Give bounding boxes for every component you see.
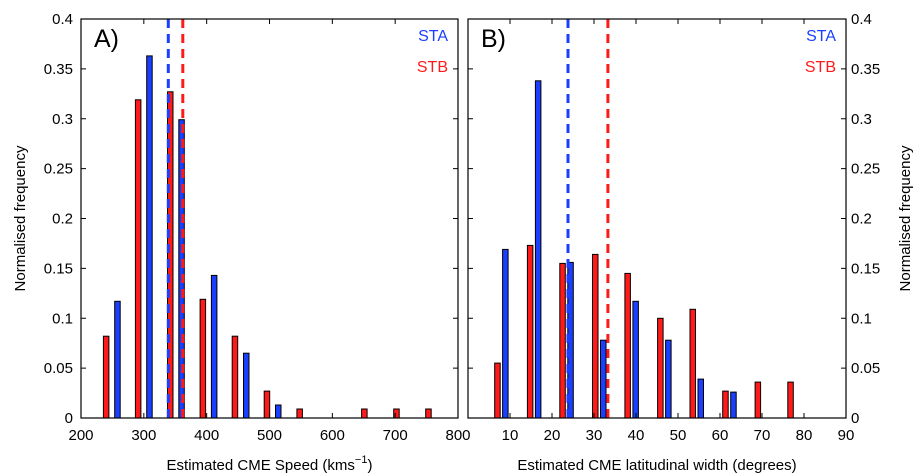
panel-b-width-histogram: 10 20 30 40 50 60 70 80 900 0.05 0.1 0.15 0.2 0.25 0.3…: [467, 11, 914, 474]
legend-label-stb: STB: [417, 59, 448, 76]
bar-stb: [231, 335, 239, 419]
x-axis-label-speed-tail: ): [367, 457, 372, 474]
y-tick-label: 0: [851, 410, 859, 427]
x-tick-label: 20: [544, 427, 561, 444]
bar-stb: [393, 408, 400, 419]
panel-label-b: B): [481, 25, 506, 53]
y-tick-label: 0.05: [851, 360, 880, 377]
y-tick-label: 0.25: [851, 161, 880, 178]
x-tick-label: 800: [445, 427, 470, 444]
x-tick-label: 10: [502, 427, 519, 444]
bar-stb: [592, 253, 599, 419]
y-tick-label: 0.4: [52, 11, 73, 28]
plot-frame: [467, 18, 847, 419]
x-tick-label: 80: [796, 427, 813, 444]
bar-sta: [730, 391, 737, 419]
bar-sta: [697, 378, 704, 419]
bar-stb: [199, 298, 207, 419]
bar-sta: [146, 55, 153, 419]
x-axis-label-speed-main: Estimated CME Speed (kms: [167, 457, 355, 474]
y-tick-label: 0.35: [44, 61, 73, 78]
legend-label-sta: STA: [806, 28, 836, 45]
panel-a-speed-histogram: 200 300 400 500 600 700 800 0 0.05 0.1 0.15 0.2 0.25…: [12, 11, 471, 474]
x-tick-label: 600: [320, 427, 345, 444]
bar-stb: [722, 390, 729, 419]
x-tick-label: 50: [670, 427, 687, 444]
y-axis-label-left: Normalised frequency: [12, 145, 29, 291]
y-tick-label: 0.15: [851, 260, 880, 277]
x-tick-label: 90: [838, 427, 855, 444]
bar-sta: [600, 339, 607, 419]
y-tick-label: 0.25: [44, 161, 73, 178]
x-tick-label: 40: [628, 427, 645, 444]
bar-sta: [665, 339, 672, 419]
bar-sta: [178, 119, 185, 419]
y-tick-label: 0.05: [44, 360, 73, 377]
y-tick-label: 0.15: [44, 260, 73, 277]
mean-lines-panel-a: [166, 19, 185, 418]
bar-sta: [275, 404, 282, 419]
legend-label-sta: STA: [418, 28, 448, 45]
bar-stb: [559, 262, 566, 419]
bar-sta: [210, 274, 218, 419]
y-tick-label: 0.4: [851, 11, 872, 28]
y-tick-label: 0.35: [851, 61, 880, 78]
bar-sta: [502, 248, 509, 419]
y-tick-label: 0.2: [851, 211, 872, 228]
bar-stb: [102, 335, 110, 419]
bar-sta: [114, 300, 121, 419]
axes-panel-a: 200 300 400 500 600 700 800 0 0.05 0.1 0.15 0.2 0.25…: [44, 11, 471, 444]
x-tick-label: 300: [131, 427, 156, 444]
bar-stb: [689, 308, 696, 419]
bars-panel-b: [494, 80, 794, 419]
x-tick-label: 30: [586, 427, 603, 444]
y-tick-label: 0.3: [851, 111, 872, 128]
x-tick-label: 500: [257, 427, 282, 444]
x-tick-label: 700: [383, 427, 408, 444]
y-tick-label: 0.3: [52, 111, 73, 128]
bar-sta: [632, 300, 639, 419]
x-axis-label-speed-superscript: −1: [355, 454, 368, 466]
x-tick-label: 60: [712, 427, 729, 444]
mean-lines-panel-b: [566, 19, 610, 418]
x-tick-label: 400: [194, 427, 219, 444]
bar-stb: [296, 408, 303, 419]
x-axis-label-width-main: Estimated CME latitudinal width (degrees…: [517, 457, 796, 474]
y-tick-label: 0.1: [52, 310, 73, 327]
bar-stb: [754, 381, 762, 419]
axes-panel-b: 10 20 30 40 50 60 70 80 900 0.05 0.1 0.15 0.2 0.25 0.3…: [467, 11, 880, 444]
x-tick-label: 200: [68, 427, 93, 444]
bar-stb: [134, 99, 142, 419]
legend-panel-b: STA STB: [805, 28, 836, 76]
y-tick-label: 0.1: [851, 310, 872, 327]
bar-stb: [425, 408, 432, 419]
bar-stb: [657, 317, 664, 419]
y-tick-label: 0: [65, 410, 73, 427]
y-tick-label: 0.2: [52, 211, 73, 228]
bar-stb: [787, 381, 794, 419]
bar-stb: [494, 362, 501, 419]
y-axis-label-right: Normalised frequency: [897, 145, 914, 291]
bar-sta: [243, 352, 250, 419]
bar-stb: [624, 272, 631, 419]
bar-sta: [534, 80, 542, 419]
x-tick-label: 70: [754, 427, 771, 444]
legend-label-stb: STB: [805, 59, 836, 76]
bar-stb: [263, 390, 271, 419]
x-axis-label-width: Estimated CME latitudinal width (degrees…: [517, 457, 796, 474]
bar-stb: [361, 408, 368, 419]
x-axis-label-speed: Estimated CME Speed (kms−1): [167, 454, 373, 474]
panel-label-a: A): [94, 25, 119, 53]
bar-stb: [526, 244, 534, 419]
legend-panel-a: STA STB: [417, 28, 448, 76]
bars-panel-a: [102, 55, 432, 419]
